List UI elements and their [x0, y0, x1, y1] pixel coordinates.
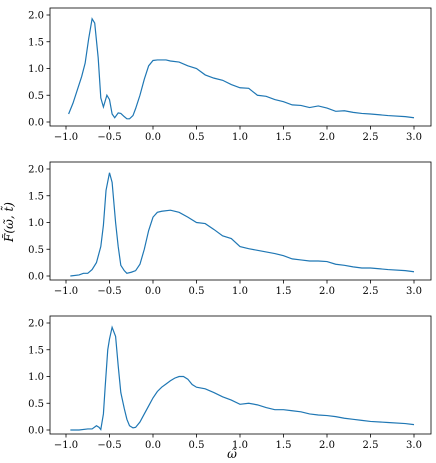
x-tick-label: −1.0: [54, 132, 78, 143]
x-tick-label: 1.0: [232, 132, 248, 143]
x-tick-label: −0.5: [97, 440, 121, 451]
panel-3: −1.0 −0.5 0.0 0.5 1.0 1.5 2.0 2.5 3.0 0.0 0.5 1.0 1.…: [28, 315, 432, 451]
plot-area-frame: [49, 315, 432, 435]
x-tick-label: 0.0: [145, 440, 161, 451]
x-tick-label: 0.5: [189, 440, 205, 451]
y-tick-label: 1.0: [28, 64, 44, 75]
x-tick-label: 0.0: [145, 132, 161, 143]
x-tick-label: −0.5: [97, 286, 121, 297]
x-tick-label: 2.0: [319, 440, 335, 451]
x-tick-label: 2.0: [319, 132, 335, 143]
panel-2: −1.0 −0.5 0.0 0.5 1.0 1.5 2.0 2.5 3.0 0.0 0.5 1.0 1.…: [28, 161, 432, 297]
plot-area-frame: [49, 7, 432, 127]
y-tick-label: 2.0: [28, 11, 44, 22]
plot-area-frame: [49, 161, 432, 281]
x-tick-label: −0.5: [97, 132, 121, 143]
x-tick-label: 0.0: [145, 286, 161, 297]
y-tick-label: 2.0: [28, 319, 44, 330]
x-tick-label: 1.5: [276, 440, 292, 451]
y-tick-label: 2.0: [28, 165, 44, 176]
x-tick-label: −1.0: [54, 286, 78, 297]
x-tick-label: 2.0: [319, 286, 335, 297]
panel-1: −1.0 −0.5 0.0 0.5 1.0 1.5 2.0 2.5 3.0 0.0 0.5 1.0 1.…: [28, 7, 432, 143]
y-tick-label: 0.5: [28, 91, 44, 102]
x-axis-label: ω̃: [227, 447, 237, 461]
x-tick-label: 0.5: [189, 132, 205, 143]
series-line: [70, 325, 415, 431]
x-tick-label: 2.5: [363, 132, 379, 143]
y-tick-label: 0.0: [28, 272, 44, 283]
y-tick-label: 1.5: [28, 191, 44, 202]
y-tick-label: 1.5: [28, 37, 44, 48]
x-tick-label: 3.0: [406, 132, 422, 143]
y-tick-label: 0.0: [28, 426, 44, 437]
x-tick-label: 1.5: [276, 286, 292, 297]
series-line: [70, 172, 415, 277]
x-tick-label: 1.0: [232, 286, 248, 297]
y-axis-label: F̃(ω̃, t̃): [0, 202, 16, 243]
y-tick-label: 0.5: [28, 245, 44, 256]
x-tick-label: 3.0: [406, 440, 422, 451]
x-tick-label: 1.5: [276, 132, 292, 143]
y-tick-label: 1.0: [28, 218, 44, 229]
x-tick-label: 2.5: [363, 440, 379, 451]
y-tick-label: 1.5: [28, 345, 44, 356]
x-tick-label: 2.5: [363, 286, 379, 297]
y-tick-label: 0.0: [28, 118, 44, 129]
y-tick-label: 0.5: [28, 399, 44, 410]
y-tick-label: 1.0: [28, 372, 44, 383]
x-tick-label: 0.5: [189, 286, 205, 297]
series-line: [68, 17, 415, 120]
x-tick-label: 1.0: [232, 440, 248, 451]
x-tick-label: −1.0: [54, 440, 78, 451]
x-tick-label: 3.0: [406, 286, 422, 297]
